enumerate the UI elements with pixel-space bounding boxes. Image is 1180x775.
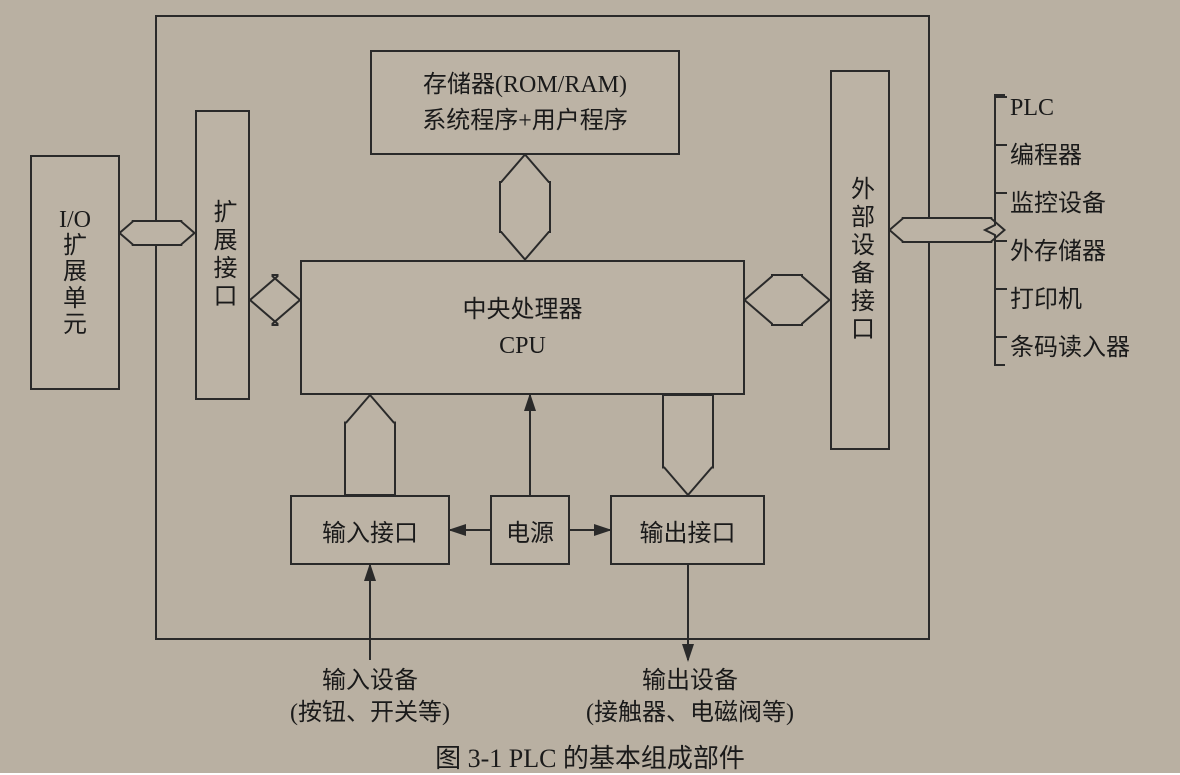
io-unit-label: I/O 扩 展 单 元 (59, 207, 91, 339)
ext-item-printer: 打印机 (1010, 276, 1130, 324)
cpu-line1: 中央处理器 (463, 292, 583, 328)
figure-caption: 图 3-1 PLC 的基本组成部件 (380, 738, 800, 775)
node-input-port: 输入接口 (290, 495, 450, 565)
ext-item-programmer: 编程器 (1010, 132, 1130, 180)
power-label: 电源 (506, 513, 554, 548)
node-cpu: 中央处理器 CPU (300, 260, 745, 395)
node-expansion-port: 扩展接口 (195, 110, 250, 400)
expansion-port-label: 扩展接口 (205, 199, 240, 311)
ext-item-monitor: 监控设备 (1010, 180, 1130, 228)
ext-item-plc: PLC (1010, 84, 1130, 132)
node-output-port: 输出接口 (610, 495, 765, 565)
node-io-expansion-unit: I/O 扩 展 单 元 (30, 155, 120, 390)
ext-item-ext-storage: 外存储器 (1010, 228, 1130, 276)
node-power: 电源 (490, 495, 570, 565)
cpu-line2: CPU (499, 328, 546, 364)
input-port-label: 输入接口 (322, 513, 418, 548)
label-output-device: 输出设备 (接触器、电磁阀等) (560, 665, 820, 730)
external-port-label: 外部设备接口 (843, 176, 878, 344)
ext-item-barcode: 条码读入器 (1010, 324, 1130, 372)
node-memory: 存储器(ROM/RAM) 系统程序+用户程序 (370, 50, 680, 155)
label-input-device: 输入设备 (按钮、开关等) (260, 665, 480, 730)
output-port-label: 输出接口 (640, 513, 736, 548)
node-external-port: 外部设备接口 (830, 70, 890, 450)
memory-line1: 存储器(ROM/RAM) (423, 67, 627, 103)
external-device-list: PLC 编程器 监控设备 外存储器 打印机 条码读入器 (1010, 84, 1130, 372)
memory-line2: 系统程序+用户程序 (422, 103, 628, 139)
